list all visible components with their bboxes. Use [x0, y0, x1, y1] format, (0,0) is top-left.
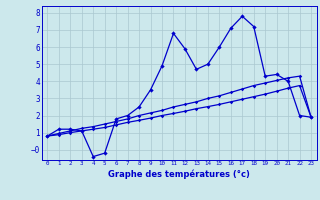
X-axis label: Graphe des températures (°c): Graphe des températures (°c): [108, 169, 250, 179]
